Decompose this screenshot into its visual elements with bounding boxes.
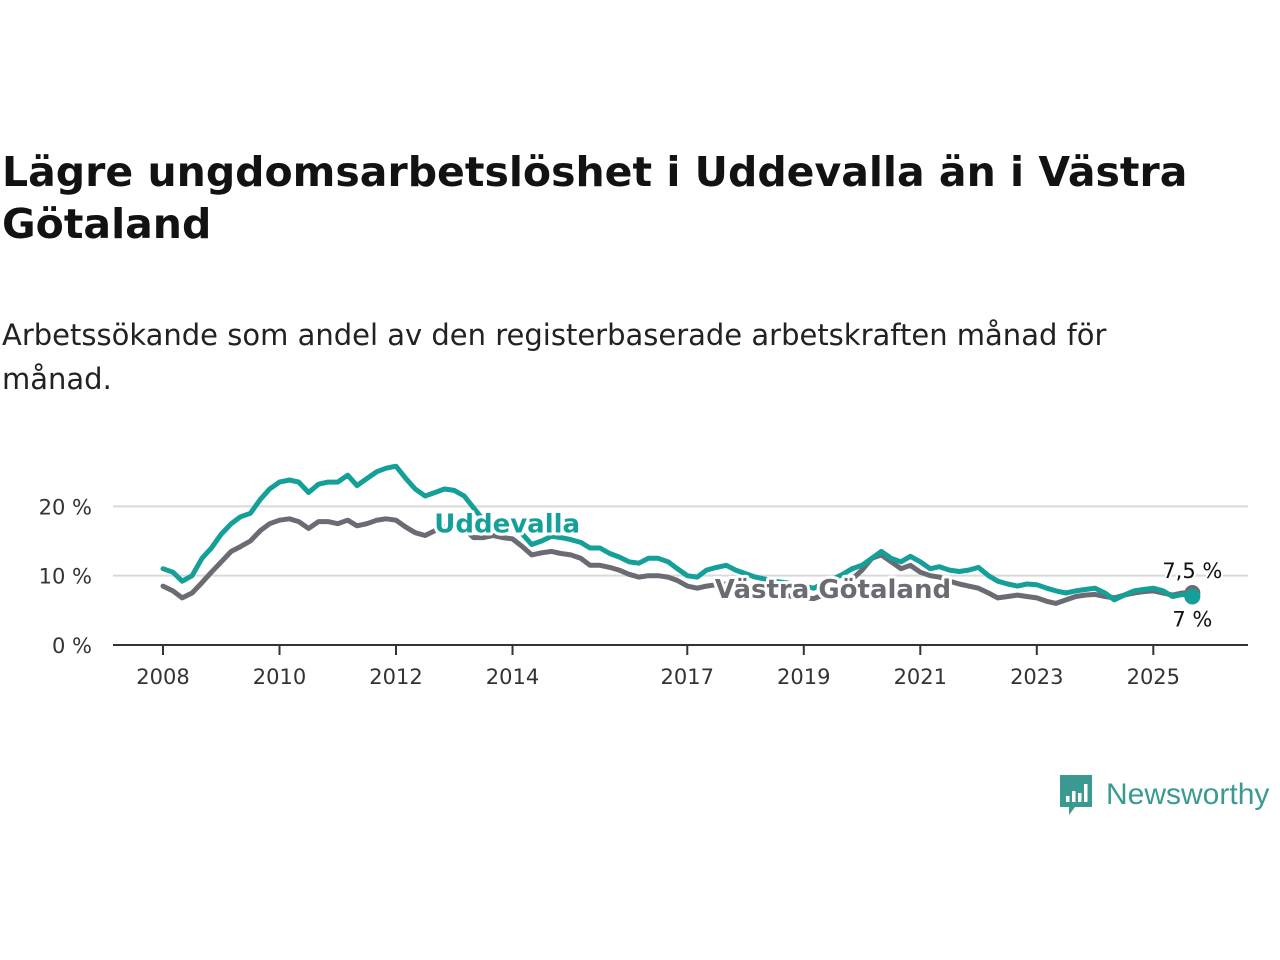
y-tick-label: 20 % <box>39 495 92 519</box>
x-tick-label: 2010 <box>253 665 306 689</box>
brand-name: Newsworthy <box>1106 778 1270 811</box>
x-tick-label: 2021 <box>894 665 947 689</box>
newsworthy-logo-icon <box>1060 775 1092 815</box>
series-label: Uddevalla <box>434 509 580 539</box>
axis-layer: 0 % 10 % 20 % 2008 2010 2012 2014 2017 2019 2021 2… <box>39 495 1248 689</box>
brand-logo[interactable]: Newsworthy <box>1058 772 1269 818</box>
y-tick-label: 0 % <box>52 634 92 658</box>
x-tick-label: 2023 <box>1010 665 1063 689</box>
series-end-marker <box>1184 588 1201 605</box>
end-value-label: 7,5 % <box>1162 559 1222 583</box>
series-label: Västra Götaland <box>715 575 951 605</box>
series-line-uddevalla <box>160 463 1195 603</box>
label-layer: Uddevalla Västra Götaland 7 % 7,5 % <box>431 506 1224 633</box>
x-tick-label: 2014 <box>486 665 539 689</box>
series-line-västra-götaland <box>160 516 1195 606</box>
chart-subtitle: Arbetssökande som andel av den registerb… <box>2 318 1107 396</box>
grid-layer <box>113 505 1248 577</box>
x-tick-label: 2017 <box>661 665 714 689</box>
y-tick-label: 10 % <box>39 565 92 589</box>
x-tick-label: 2008 <box>136 665 189 689</box>
x-tick-label: 2025 <box>1127 665 1180 689</box>
series-layer <box>160 463 1201 606</box>
end-value-label: 7 % <box>1172 607 1212 631</box>
x-tick-label: 2012 <box>369 665 422 689</box>
line-chart: 0 % 10 % 20 % 2008 2010 2012 2014 2017 2019 2021 2… <box>39 463 1248 689</box>
x-tick-label: 2019 <box>777 665 830 689</box>
chart-title: Lägre ungdomsarbetslöshet i Uddevalla än… <box>2 148 1188 248</box>
